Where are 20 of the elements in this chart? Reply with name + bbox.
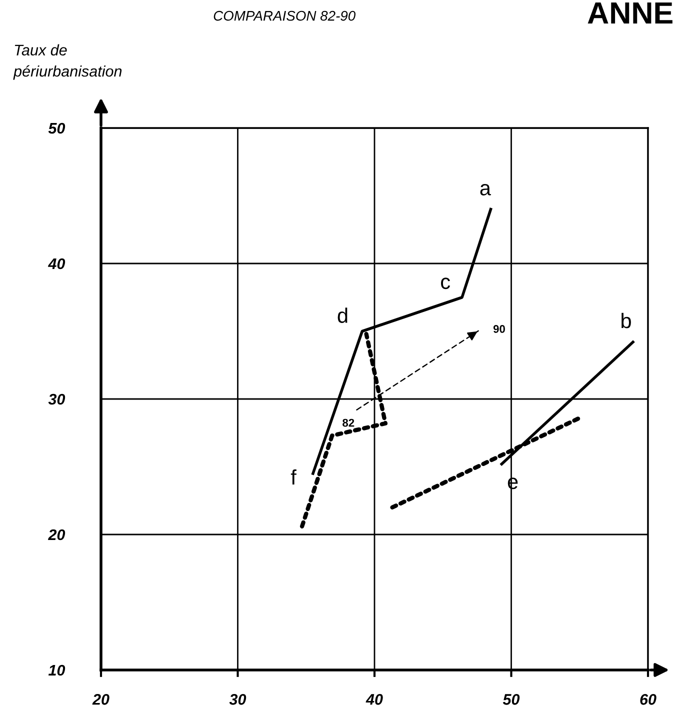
annotation: c — [441, 278, 450, 290]
y-tick-label: 10 — [48, 664, 66, 676]
y-tick-label: 20 — [48, 529, 66, 540]
annotation: 90 — [493, 325, 505, 333]
text: ANNE — [588, 2, 672, 24]
x-tick-label: 30 — [229, 694, 246, 705]
annotation: d — [338, 308, 348, 323]
y-tick-label: 40 — [48, 258, 66, 270]
chart-title: COMPARAISON 82-90 — [214, 10, 356, 21]
annotation: a — [480, 184, 491, 196]
x-tick-label: 40 — [366, 694, 383, 705]
annotation: 82 — [342, 418, 354, 427]
x-tick-label: 50 — [502, 694, 520, 705]
y-axis-title: Taux de périurbanisation — [13, 44, 122, 80]
x-tick-label: 60 — [640, 694, 656, 705]
annotation: f — [290, 469, 296, 484]
annotation: b — [622, 312, 631, 328]
x-tick-label: 20 — [92, 694, 110, 705]
y-tick-label: 30 — [48, 394, 66, 405]
y-tick-label: 50 — [48, 122, 66, 134]
